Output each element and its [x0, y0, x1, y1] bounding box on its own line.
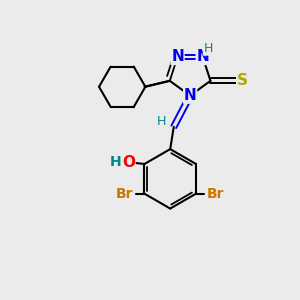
- Text: Br: Br: [207, 187, 225, 201]
- Text: Br: Br: [116, 187, 133, 201]
- Text: N: N: [196, 50, 209, 64]
- Text: O: O: [122, 155, 135, 170]
- Text: S: S: [237, 73, 248, 88]
- Text: H: H: [203, 42, 213, 55]
- Text: H: H: [110, 155, 122, 170]
- Text: N: N: [184, 88, 196, 103]
- Text: N: N: [171, 50, 184, 64]
- Text: H: H: [157, 115, 166, 128]
